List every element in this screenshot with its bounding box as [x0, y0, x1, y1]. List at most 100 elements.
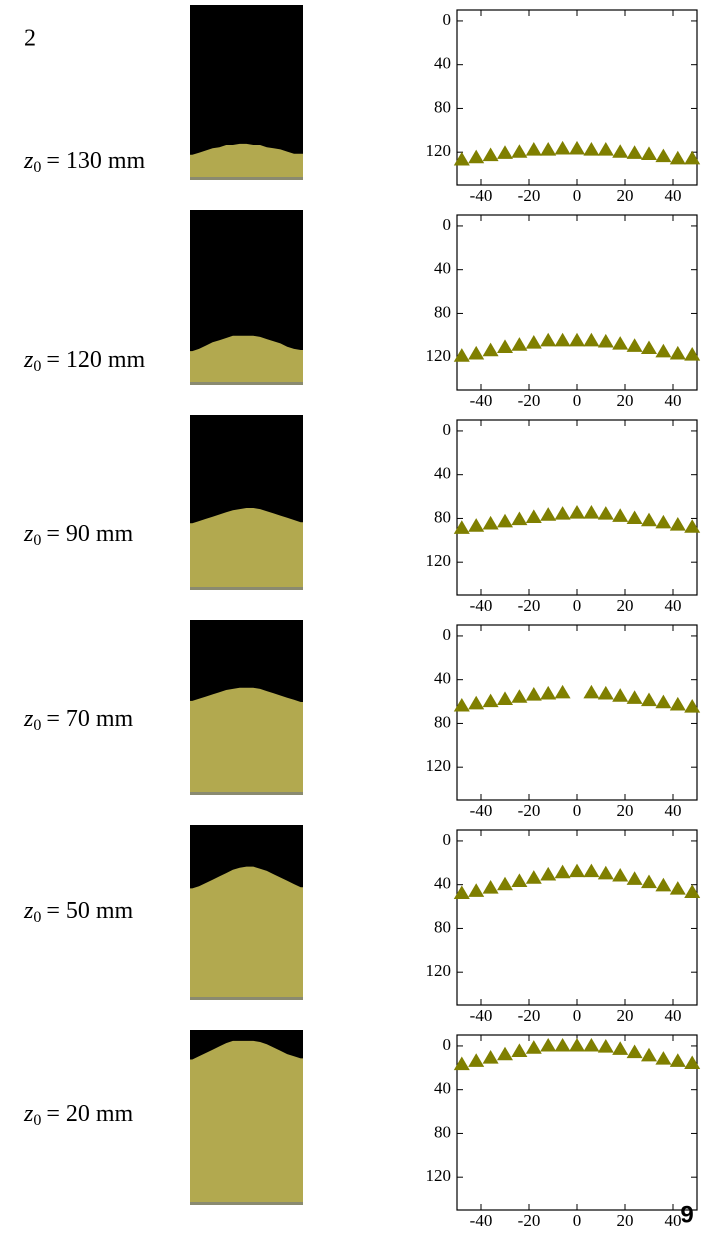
y-tick-label: 80: [434, 302, 451, 321]
label-text: = 20 mm: [46, 1101, 133, 1127]
data-point: [554, 684, 571, 699]
x-tick-label: 20: [617, 801, 634, 820]
data-point: [641, 146, 657, 160]
x-tick-label: -20: [518, 391, 541, 410]
y-tick-label: 120: [426, 961, 452, 980]
y-tick-label: 120: [426, 551, 452, 570]
x-tick-label: 40: [665, 596, 682, 615]
data-point: [468, 345, 485, 360]
y-tick-label: 0: [443, 1035, 452, 1054]
data-point: [569, 863, 585, 878]
label-text: = 70 mm: [46, 706, 133, 732]
data-point: [612, 144, 629, 158]
data-point: [655, 343, 672, 358]
plot-frame: [456, 624, 698, 801]
x-tick-label: 20: [617, 1006, 634, 1025]
data-point: [482, 693, 499, 708]
y-tick-label: 40: [434, 1079, 451, 1098]
data-point: [626, 145, 643, 159]
label-symbol: z: [23, 148, 34, 174]
x-tick-label: 20: [617, 186, 634, 205]
data-point: [453, 697, 470, 712]
data-point: [669, 881, 686, 895]
x-tick-label: -20: [518, 1211, 541, 1230]
data-point: [511, 689, 528, 703]
x-tick-label: -40: [470, 596, 493, 615]
x-tick-label: 0: [573, 1211, 582, 1230]
data-point: [482, 342, 499, 357]
data-point: [641, 692, 657, 707]
x-tick-label: 20: [617, 391, 634, 410]
y-tick-label: 120: [426, 1166, 452, 1185]
plot-frame: [456, 829, 698, 1006]
data-point: [612, 336, 629, 350]
data-point: [453, 885, 470, 900]
data-point: [511, 1043, 528, 1058]
data-point: [669, 696, 686, 711]
data-point: [468, 518, 485, 532]
data-point: [597, 333, 614, 348]
data-point: [655, 1051, 672, 1065]
plot-frame: [456, 214, 698, 391]
label-subscript: 0: [33, 909, 41, 926]
data-point: [525, 142, 542, 156]
data-point: [497, 1046, 513, 1061]
label-text: = 130 mm: [46, 148, 145, 174]
data-point: [497, 691, 513, 705]
x-tick-label: 40: [665, 1006, 682, 1025]
panel-label: z0 = 90 mm: [23, 521, 134, 549]
data-point: [511, 144, 528, 158]
y-tick-label: 120: [426, 141, 452, 160]
label-subscript: 0: [33, 358, 41, 375]
x-tick-label: -20: [518, 186, 541, 205]
y-tick-label: 80: [434, 712, 451, 731]
data-point: [684, 150, 701, 165]
x-tick-label: 20: [617, 1211, 634, 1230]
x-tick-label: 20: [617, 596, 634, 615]
data-point: [655, 877, 672, 892]
data-point: [525, 687, 542, 701]
photo-bottom-edge: [190, 587, 303, 590]
data-point: [612, 867, 629, 882]
y-tick-label: 80: [434, 97, 451, 116]
data-point: [554, 332, 571, 347]
data-point: [525, 870, 542, 884]
data-point: [684, 699, 701, 713]
data-point: [453, 1056, 470, 1071]
data-point: [482, 879, 499, 894]
corner-text: 2: [24, 26, 36, 52]
data-point: [540, 142, 557, 156]
y-tick-label: 0: [443, 215, 452, 234]
data-point: [655, 514, 672, 529]
data-point: [468, 149, 485, 164]
data-point: [554, 140, 571, 155]
y-tick-label: 80: [434, 1122, 451, 1141]
x-tick-label: -40: [470, 1211, 493, 1230]
x-tick-label: 0: [573, 391, 582, 410]
x-tick-label: 0: [573, 186, 582, 205]
data-point: [669, 1053, 686, 1067]
data-point: [525, 509, 542, 523]
photo-sand: [190, 1040, 303, 1205]
data-point: [684, 1055, 701, 1070]
data-point: [525, 334, 542, 349]
x-tick-label: 0: [573, 801, 582, 820]
data-point: [597, 506, 614, 520]
x-tick-label: -20: [518, 1006, 541, 1025]
data-point: [641, 1047, 657, 1062]
x-tick-label: 40: [665, 1211, 682, 1230]
data-point: [583, 863, 600, 878]
data-point: [540, 507, 557, 521]
data-point: [612, 1041, 629, 1055]
label-subscript: 0: [33, 717, 41, 734]
data-point: [597, 685, 614, 700]
data-point: [626, 338, 643, 352]
data-point: [554, 506, 571, 520]
data-point: [497, 513, 513, 528]
y-tick-label: 0: [443, 420, 452, 439]
photo-bottom-edge: [190, 792, 303, 795]
label-symbol: z: [23, 1101, 34, 1127]
y-tick-label: 0: [443, 10, 452, 29]
label-symbol: z: [23, 347, 34, 373]
